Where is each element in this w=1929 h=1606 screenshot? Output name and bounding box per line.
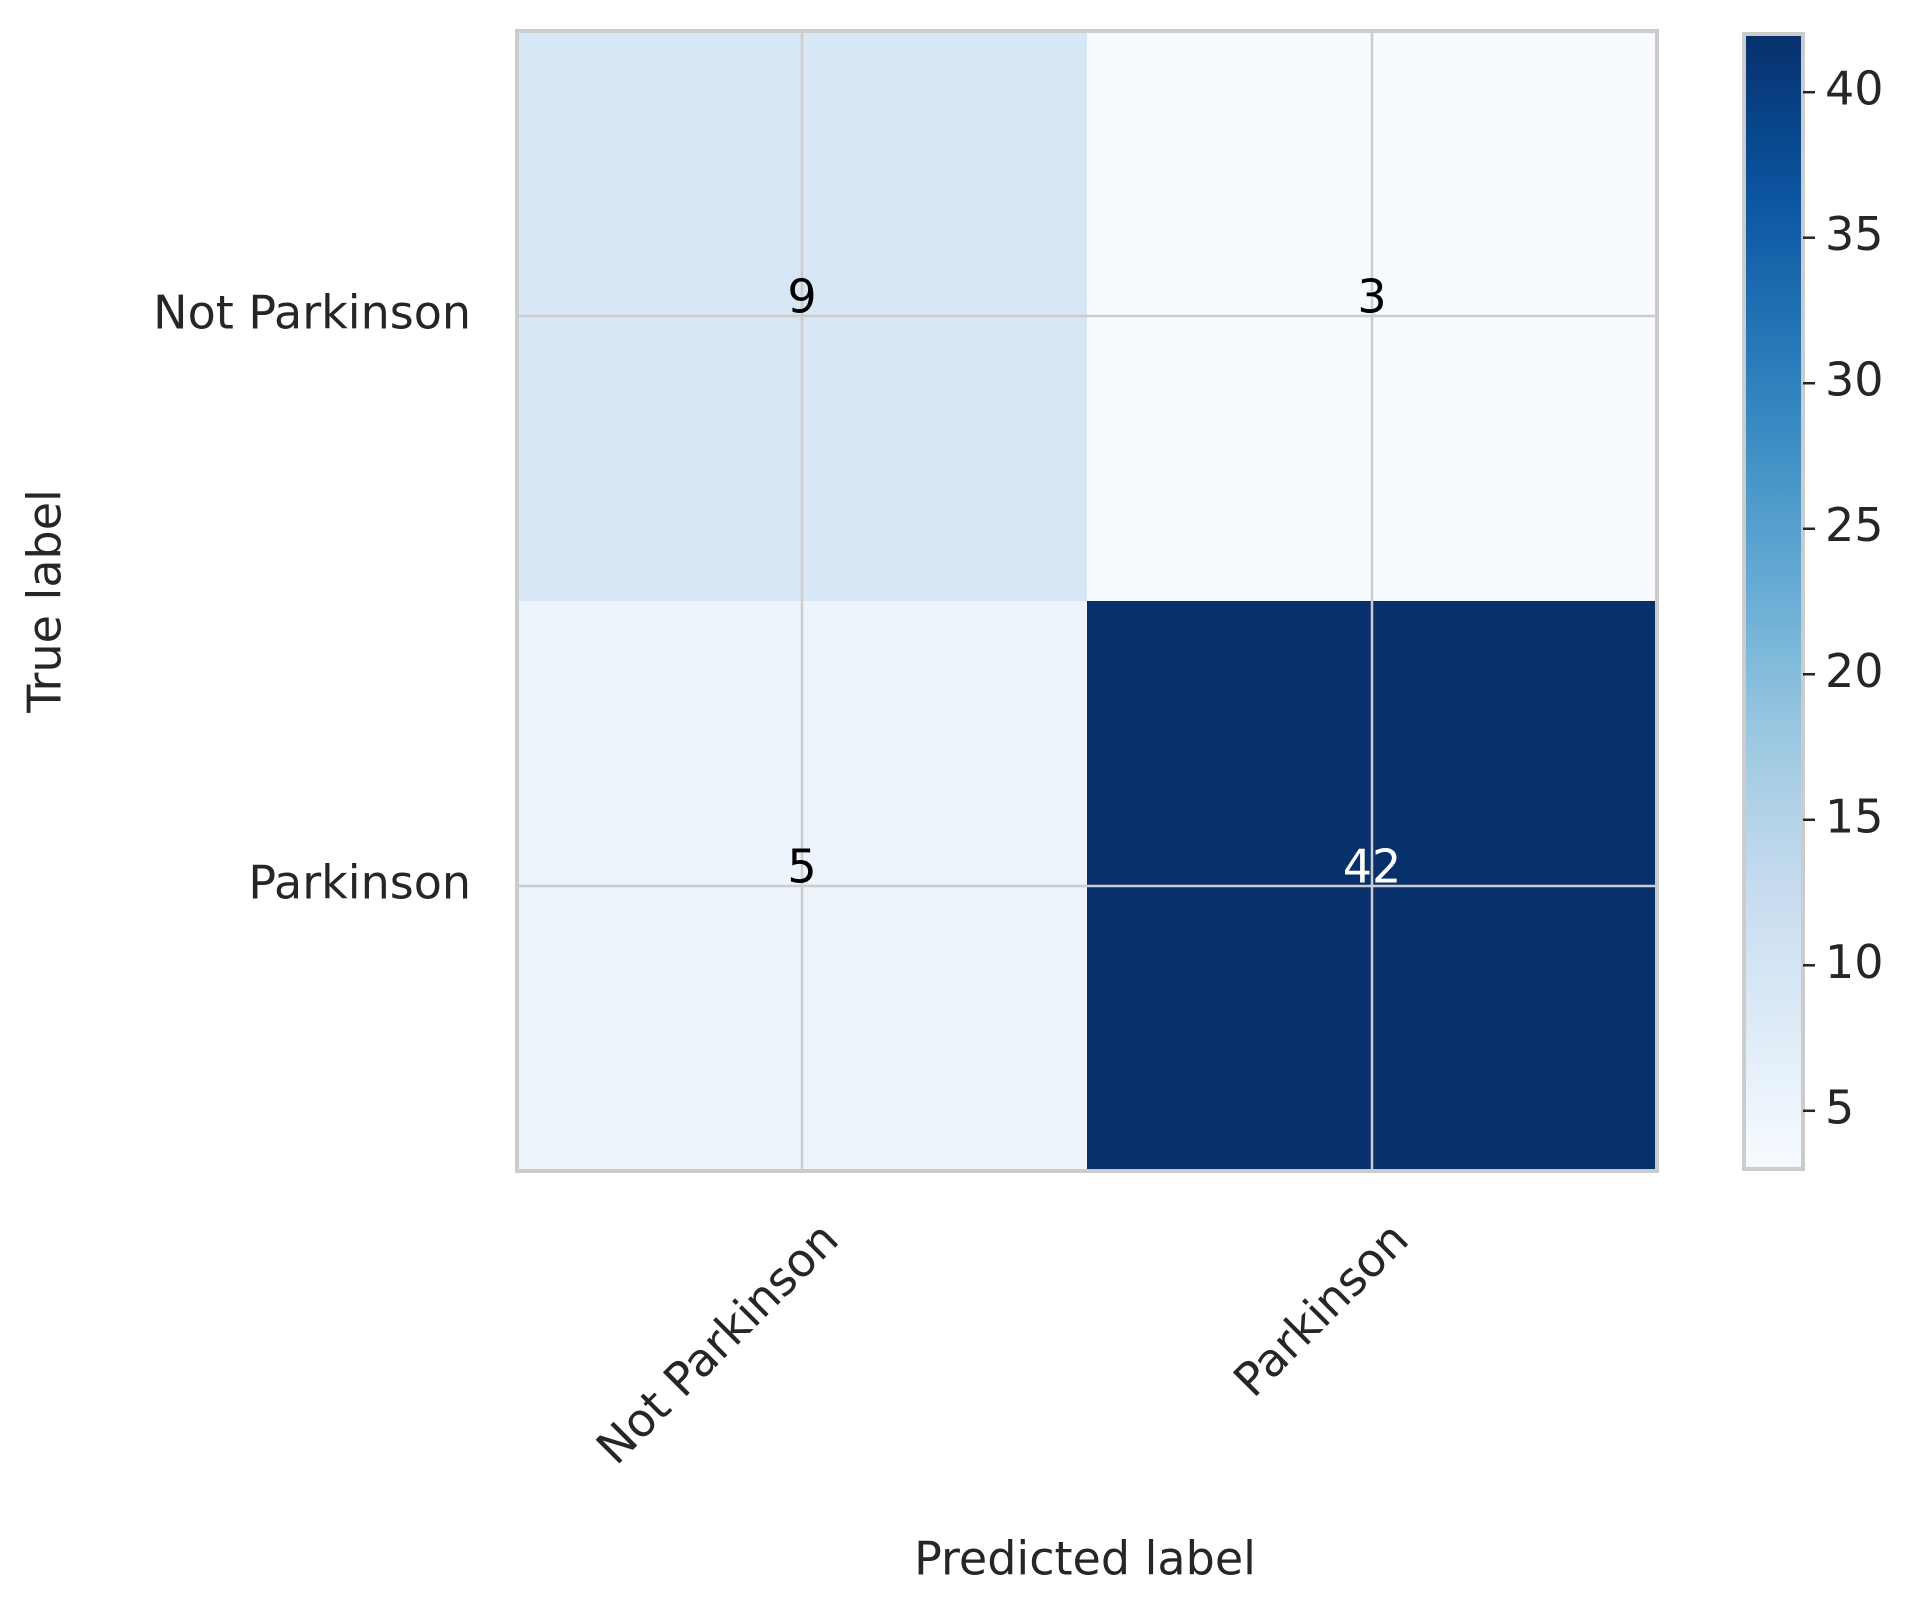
cell-label: 9 — [787, 270, 816, 324]
colorbar-tick-label: 35 — [1825, 207, 1884, 261]
colorbar-tick-label: 5 — [1825, 1080, 1854, 1134]
colorbar-tick-label: 15 — [1825, 789, 1884, 843]
colorbar — [1742, 32, 1805, 1171]
colorbar-tick-label: 10 — [1825, 935, 1884, 989]
y-tick-label: Not Parkinson — [153, 286, 471, 340]
cell-label: 5 — [787, 840, 816, 894]
y-tick-label: Parkinson — [248, 856, 471, 910]
colorbar-tick-label: 25 — [1825, 498, 1884, 552]
plot-border — [515, 29, 1659, 1173]
colorbar-tick-label: 30 — [1825, 353, 1884, 407]
colorbar-tick-label: 20 — [1825, 644, 1884, 698]
x-tick-label: Not Parkinson — [586, 1211, 849, 1474]
x-tick-label: Parkinson — [1223, 1211, 1419, 1407]
cell-label: 3 — [1357, 270, 1386, 324]
colorbar-tick-label: 40 — [1825, 62, 1884, 116]
y-axis-label: True label — [18, 489, 72, 714]
cell-label: 42 — [1343, 840, 1402, 894]
x-axis-label: Predicted label — [914, 1532, 1256, 1586]
